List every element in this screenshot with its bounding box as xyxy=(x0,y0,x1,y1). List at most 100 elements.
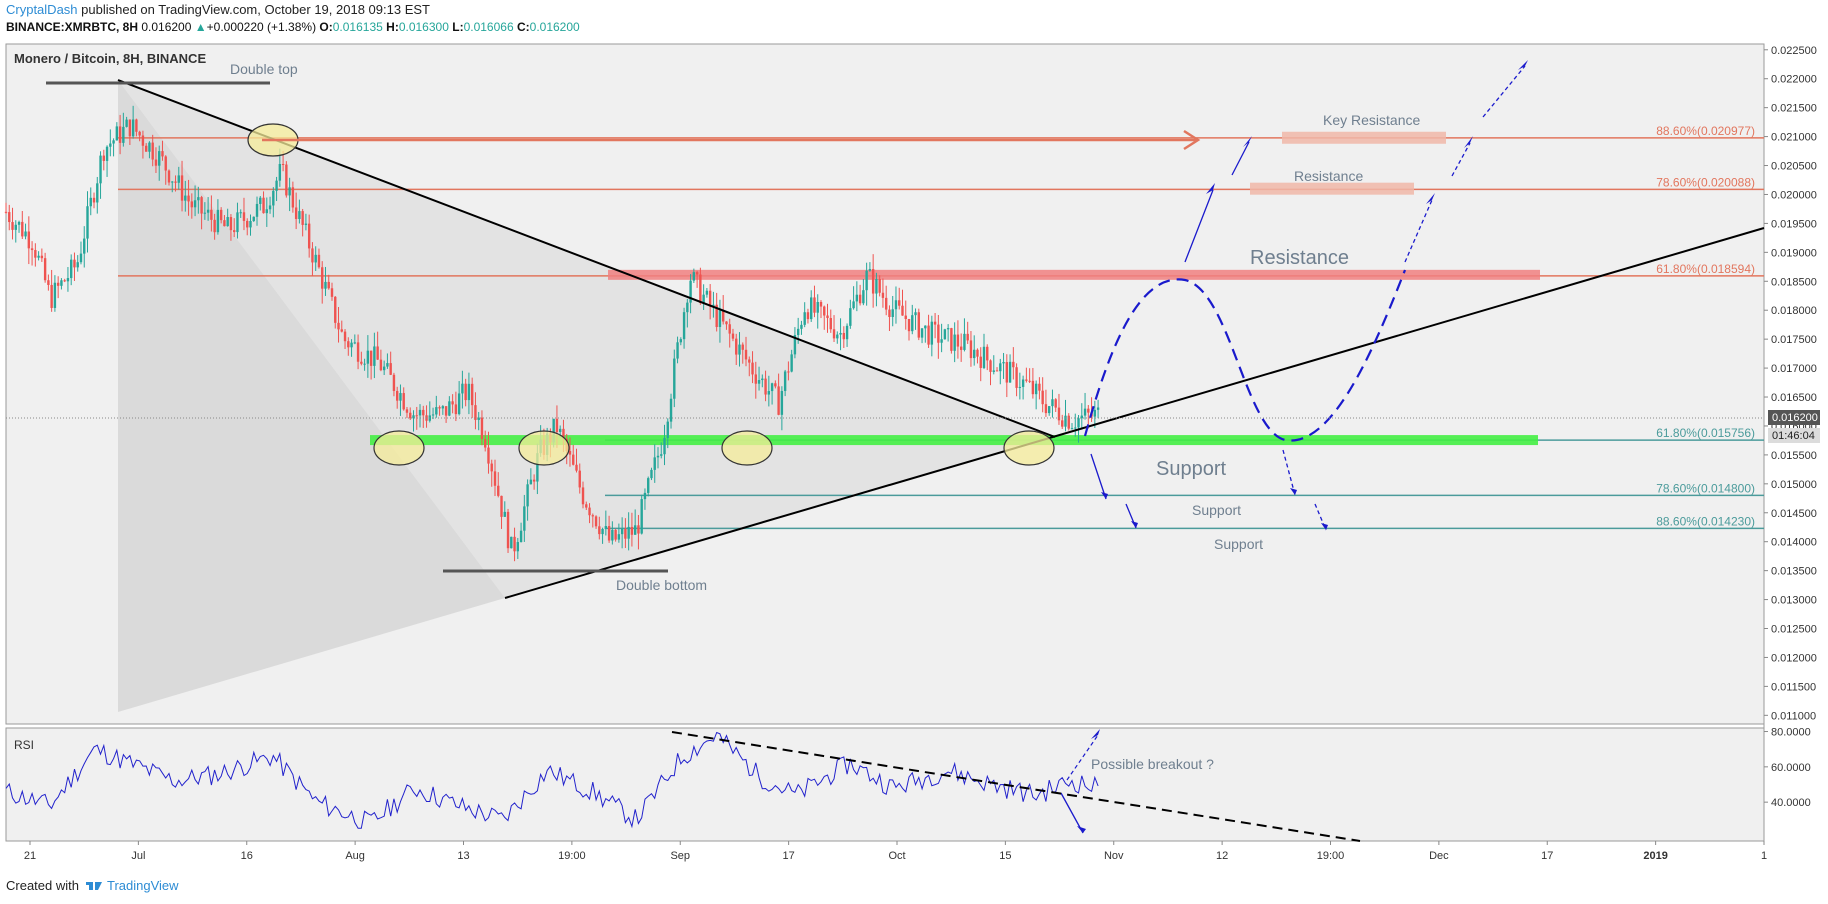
candle-body xyxy=(184,195,187,201)
candle-body xyxy=(578,470,581,488)
candle-body xyxy=(810,297,813,320)
candle-body xyxy=(60,280,63,286)
price-tick-label: 0.020000 xyxy=(1771,189,1817,201)
time-tick-label: 19:00 xyxy=(1317,850,1345,862)
candle-body xyxy=(738,344,741,355)
price-tick-label: 0.014000 xyxy=(1771,537,1817,549)
candle-body xyxy=(673,358,676,399)
open-label: O: xyxy=(319,20,333,34)
time-tick-label: 21 xyxy=(24,850,36,862)
candle-body xyxy=(682,312,686,340)
double-top-label: Double top xyxy=(230,61,298,77)
candle-body xyxy=(800,324,803,329)
price-axis[interactable]: 0.022500 0.022000 0.021500 0.021000 0.020500… xyxy=(1764,45,1817,723)
candle-body xyxy=(558,428,562,432)
candle-body xyxy=(917,312,920,338)
candle-body xyxy=(637,525,640,534)
time-tick-label: 17 xyxy=(1541,850,1553,862)
candle-body xyxy=(402,393,405,410)
candle-body xyxy=(523,506,526,531)
candle-body xyxy=(324,281,327,289)
candle-body xyxy=(252,216,255,222)
candle-body xyxy=(177,175,180,183)
candle-body xyxy=(702,294,705,304)
price-tick-label: 0.021000 xyxy=(1771,132,1817,144)
candle-body xyxy=(135,119,138,132)
highlight-ellipse xyxy=(1003,430,1055,466)
candle-body xyxy=(369,350,373,366)
tradingview-link[interactable]: TradingView xyxy=(106,878,179,893)
candle-body xyxy=(50,284,53,308)
candle-body xyxy=(360,361,363,364)
rsi-axis[interactable]: 80.0000 60.0000 40.0000 xyxy=(1764,727,1811,810)
rsi-pane[interactable] xyxy=(5,727,1765,842)
candle-body xyxy=(532,479,536,482)
candle-body xyxy=(382,366,386,371)
candle-body xyxy=(741,344,744,350)
candle-body xyxy=(470,383,474,406)
candle-body xyxy=(774,383,777,387)
candle-body xyxy=(695,272,699,275)
candle-body xyxy=(8,212,11,223)
candle-body xyxy=(806,312,810,320)
candle-body xyxy=(914,312,917,316)
candle-body xyxy=(275,180,278,191)
projection-wave xyxy=(1083,269,1407,442)
candle-body xyxy=(754,374,757,384)
countdown-label: 01:46:04 xyxy=(1772,430,1815,442)
candle-body xyxy=(529,479,533,485)
candle-body xyxy=(1005,362,1009,383)
candle-body xyxy=(154,159,158,166)
candle-body xyxy=(464,383,467,401)
time-tick-label: 12 xyxy=(1216,850,1228,862)
candle-body xyxy=(161,151,164,157)
price-tick-label: 0.015500 xyxy=(1771,450,1817,462)
footer: Created with TradingView xyxy=(6,878,179,894)
candle-body xyxy=(477,417,480,421)
candle-body xyxy=(643,492,647,500)
price-tick-label: 0.011500 xyxy=(1771,681,1816,693)
candle-body xyxy=(689,280,692,303)
candle-body xyxy=(334,296,337,323)
candle-body xyxy=(148,142,151,152)
candle-body xyxy=(585,504,588,508)
support-main-label: Support xyxy=(1156,458,1226,480)
candle-body xyxy=(705,290,709,295)
candle-body xyxy=(1044,404,1048,414)
time-axis[interactable]: 21 Jul 16 Aug 13 19:00 Sep 17 Oct 15 Nov 12 19:00 Dec… xyxy=(24,841,1767,862)
candle-body xyxy=(262,197,265,214)
price-tick-label: 0.012500 xyxy=(1771,624,1817,636)
candle-body xyxy=(79,253,83,263)
resistance-band xyxy=(608,269,1540,280)
candle-body xyxy=(783,371,787,391)
time-tick-label: Jul xyxy=(131,850,145,862)
candle-body xyxy=(448,401,451,416)
candle-body xyxy=(281,163,285,165)
candle-body xyxy=(493,471,497,486)
candle-body xyxy=(386,363,389,367)
candle-body xyxy=(679,339,683,343)
candle-body xyxy=(611,529,614,541)
candle-body xyxy=(379,359,383,371)
candle-body xyxy=(317,254,321,268)
candle-body xyxy=(353,342,357,344)
resistance-zone xyxy=(1250,182,1414,195)
candle-body xyxy=(197,197,200,201)
arrowhead xyxy=(1464,136,1473,148)
arrowhead xyxy=(1091,729,1100,739)
candle-body xyxy=(513,536,516,552)
candle-body xyxy=(849,308,852,326)
price-marker: 0.016200 01:46:04 xyxy=(6,410,1820,443)
candle-body xyxy=(27,231,31,249)
price-tick-label: 0.022000 xyxy=(1771,74,1817,86)
candle-body xyxy=(708,290,712,307)
candle-body xyxy=(816,302,819,313)
time-tick-label: 17 xyxy=(783,850,795,862)
grey-triangle-fill-2 xyxy=(118,80,1055,598)
arrow-right-icon xyxy=(1183,129,1201,151)
author-link[interactable]: CryptalDash xyxy=(6,2,78,17)
candle-body xyxy=(790,354,793,372)
candle-body xyxy=(454,404,458,415)
candle-body xyxy=(868,269,872,271)
